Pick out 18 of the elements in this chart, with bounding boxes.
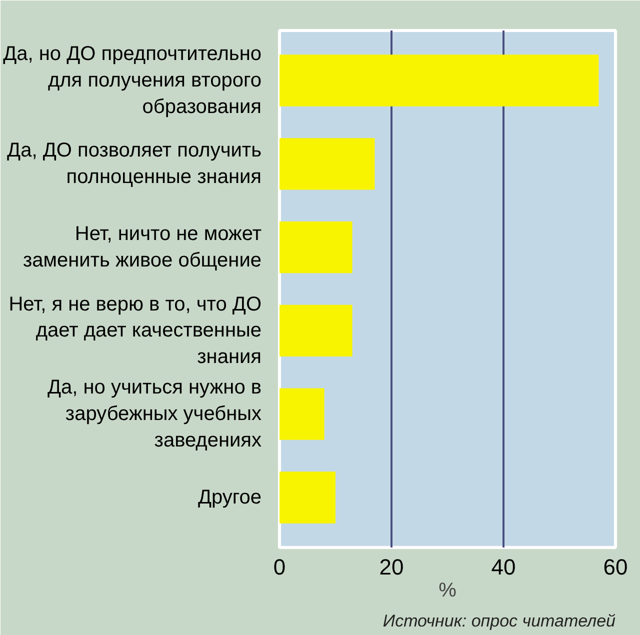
y-tick-label: Нет, ничто не может заменить живое общение <box>22 223 262 272</box>
bar <box>280 304 352 357</box>
bar <box>280 221 352 274</box>
bar <box>280 472 336 524</box>
x-axis-title: % <box>438 580 457 602</box>
bar <box>280 54 599 106</box>
y-tick-label: Да, ДО позволяет получить полноценные знания <box>7 140 262 188</box>
y-tick-label: Нет, я не верю в то, что ДО дает дает качественные знания <box>8 293 262 368</box>
x-tick-label: 20 <box>379 554 404 580</box>
x-tick-label: 60 <box>603 554 628 580</box>
bar <box>280 388 324 440</box>
bar <box>280 138 375 190</box>
text: Источник: опрос читателей <box>382 612 616 630</box>
x-tick-label: 0 <box>273 554 286 580</box>
y-tick-label: Да, но учиться нужно в зарубежных учебных заведениях <box>47 376 262 452</box>
y-tick-label: Да, но ДО предпочтительно для получения второго образования <box>3 43 262 118</box>
y-tick-label: Другое <box>198 486 262 508</box>
x-tick-label: 40 <box>491 554 516 580</box>
